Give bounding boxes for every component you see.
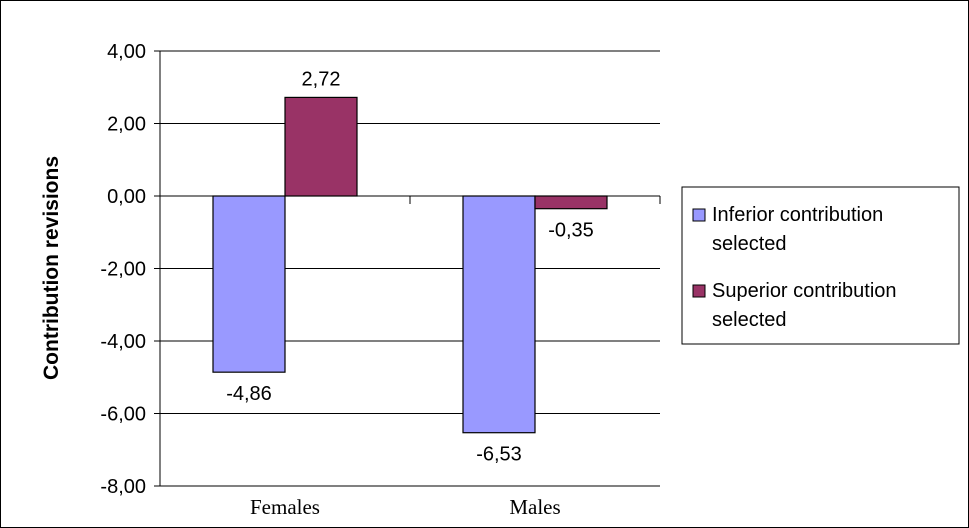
bar-superior-males xyxy=(534,195,608,210)
x-category-labels: Females Males xyxy=(250,495,561,519)
y-tick-label: 4,00 xyxy=(107,41,146,63)
y-tick-labels: 4,00 2,00 0,00 -2,00 -4,00 -6,00 -8,00 xyxy=(100,41,146,498)
bar-inferior-females xyxy=(212,195,286,373)
bars xyxy=(212,96,608,434)
legend-swatch xyxy=(692,284,706,298)
legend: Inferior contribution selected Superior co… xyxy=(681,186,960,345)
legend-entry-text: Inferior contribution xyxy=(712,204,883,226)
bar-superior-females xyxy=(284,96,358,197)
y-tick-label: -4,00 xyxy=(100,331,146,353)
data-label: -4,86 xyxy=(226,383,272,405)
y-tick-label: 0,00 xyxy=(107,186,146,208)
x-category-label: Males xyxy=(509,495,560,519)
data-label: -6,53 xyxy=(476,444,522,466)
x-category-label: Females xyxy=(250,495,320,519)
legend-box xyxy=(681,186,960,345)
data-label: 2,72 xyxy=(302,68,341,90)
legend-entry-text: selected xyxy=(712,309,787,331)
axes xyxy=(154,50,661,487)
data-label: -0,35 xyxy=(548,220,594,242)
y-axis-label: Contribution revisions xyxy=(40,156,63,380)
legend-entry-text: selected xyxy=(712,233,787,255)
y-tick-label: -8,00 xyxy=(100,476,146,498)
y-tick-label: -2,00 xyxy=(100,259,146,281)
y-tick-label: -6,00 xyxy=(100,404,146,426)
bar-inferior-males xyxy=(462,195,536,434)
legend-swatch xyxy=(692,208,706,222)
legend-entry-text: Superior contribution xyxy=(712,280,897,302)
y-tick-label: 2,00 xyxy=(107,114,146,136)
data-labels: -4,86 2,72 -6,53 -0,35 xyxy=(226,68,594,465)
